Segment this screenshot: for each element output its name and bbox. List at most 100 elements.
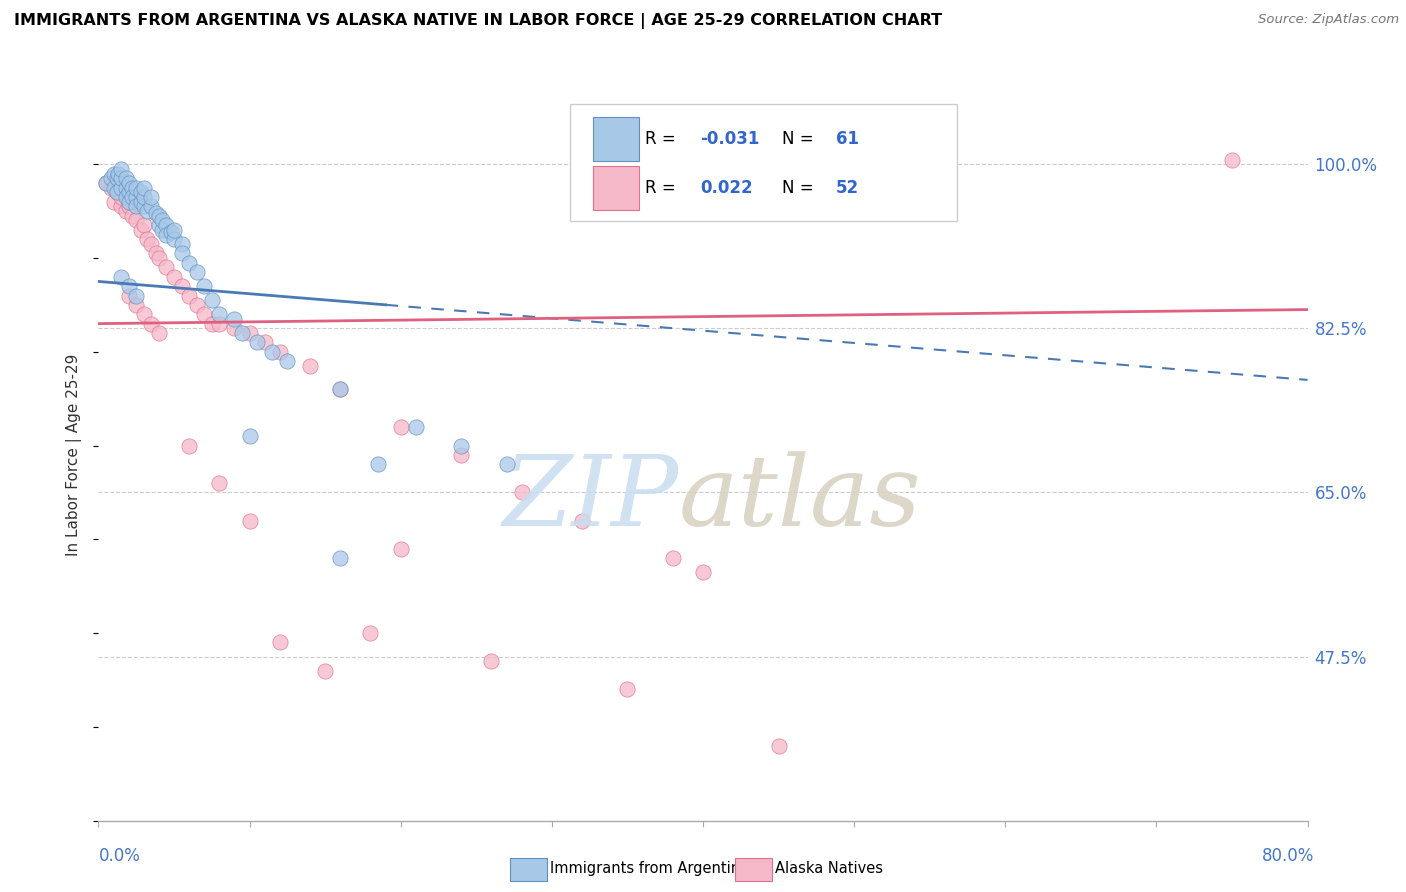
Text: R =: R = bbox=[645, 130, 681, 148]
Point bbox=[103, 180, 125, 194]
Point bbox=[1220, 153, 1243, 167]
Point bbox=[269, 635, 291, 649]
Point bbox=[105, 186, 128, 200]
Point bbox=[179, 255, 201, 269]
Point bbox=[314, 664, 336, 678]
Point bbox=[367, 458, 389, 472]
Point bbox=[100, 180, 122, 194]
Point bbox=[103, 167, 125, 181]
Point bbox=[253, 335, 276, 350]
Point bbox=[193, 307, 215, 321]
Point bbox=[768, 739, 790, 753]
Point bbox=[208, 317, 231, 331]
Point bbox=[118, 199, 141, 213]
Point bbox=[170, 236, 193, 251]
Point bbox=[114, 204, 136, 219]
Point bbox=[481, 654, 503, 668]
Point bbox=[135, 204, 157, 219]
Point bbox=[163, 269, 186, 284]
Point bbox=[114, 171, 136, 186]
Point bbox=[329, 551, 352, 566]
Point bbox=[121, 190, 143, 204]
Point bbox=[110, 199, 132, 213]
Point bbox=[495, 458, 517, 472]
Point bbox=[141, 236, 163, 251]
Point bbox=[170, 246, 193, 260]
Point bbox=[110, 180, 132, 194]
Point bbox=[132, 307, 155, 321]
FancyBboxPatch shape bbox=[569, 103, 957, 221]
Point bbox=[121, 180, 143, 194]
Point bbox=[107, 167, 129, 181]
Point bbox=[170, 279, 193, 293]
Text: -0.031: -0.031 bbox=[700, 130, 761, 148]
Point bbox=[239, 326, 262, 340]
Point bbox=[110, 171, 132, 186]
Point bbox=[141, 190, 163, 204]
Point bbox=[329, 382, 352, 396]
Point bbox=[616, 682, 638, 697]
Point bbox=[132, 190, 155, 204]
Point bbox=[148, 326, 170, 340]
Point bbox=[193, 279, 215, 293]
Point bbox=[105, 171, 128, 186]
Text: 52: 52 bbox=[837, 179, 859, 197]
Point bbox=[94, 176, 117, 190]
Point bbox=[110, 190, 132, 204]
Text: 80.0%: 80.0% bbox=[1263, 847, 1315, 864]
Point bbox=[118, 186, 141, 200]
Point bbox=[141, 317, 163, 331]
Point bbox=[121, 209, 143, 223]
Point bbox=[118, 176, 141, 190]
Point bbox=[246, 335, 269, 350]
Point bbox=[118, 194, 141, 209]
Point bbox=[276, 354, 298, 368]
Point bbox=[118, 288, 141, 302]
Point bbox=[160, 225, 183, 239]
Y-axis label: In Labor Force | Age 25-29: In Labor Force | Age 25-29 bbox=[66, 354, 83, 556]
FancyBboxPatch shape bbox=[593, 166, 638, 211]
Point bbox=[125, 298, 148, 312]
Point bbox=[125, 190, 148, 204]
Point bbox=[148, 218, 170, 232]
Point bbox=[114, 190, 136, 204]
Point bbox=[114, 180, 136, 194]
Point bbox=[163, 223, 186, 237]
Point bbox=[150, 213, 173, 227]
Point bbox=[103, 194, 125, 209]
Point bbox=[155, 218, 177, 232]
Point bbox=[125, 213, 148, 227]
Point bbox=[360, 626, 382, 640]
Point bbox=[208, 476, 231, 491]
Point bbox=[163, 232, 186, 246]
FancyBboxPatch shape bbox=[593, 117, 638, 161]
Point bbox=[129, 186, 152, 200]
Point bbox=[224, 321, 246, 335]
Point bbox=[239, 514, 262, 528]
Point bbox=[571, 514, 593, 528]
Point bbox=[231, 326, 253, 340]
Point bbox=[132, 199, 155, 213]
Point bbox=[510, 485, 533, 500]
Point bbox=[224, 312, 246, 326]
Point bbox=[145, 246, 167, 260]
Point bbox=[125, 288, 148, 302]
Point bbox=[201, 317, 224, 331]
Text: ZIP: ZIP bbox=[502, 451, 679, 547]
Point bbox=[110, 269, 132, 284]
Point bbox=[118, 279, 141, 293]
Point bbox=[329, 382, 352, 396]
Text: Source: ZipAtlas.com: Source: ZipAtlas.com bbox=[1258, 13, 1399, 27]
Point bbox=[110, 161, 132, 176]
Point bbox=[132, 180, 155, 194]
Point bbox=[389, 419, 412, 434]
Text: IMMIGRANTS FROM ARGENTINA VS ALASKA NATIVE IN LABOR FORCE | AGE 25-29 CORRELATIO: IMMIGRANTS FROM ARGENTINA VS ALASKA NATI… bbox=[14, 13, 942, 29]
Point bbox=[125, 199, 148, 213]
Point bbox=[269, 344, 291, 359]
Point bbox=[148, 251, 170, 265]
Point bbox=[145, 206, 167, 220]
Point bbox=[186, 265, 208, 279]
Point bbox=[155, 227, 177, 242]
Text: Alaska Natives: Alaska Natives bbox=[775, 862, 883, 876]
Text: N =: N = bbox=[782, 130, 818, 148]
